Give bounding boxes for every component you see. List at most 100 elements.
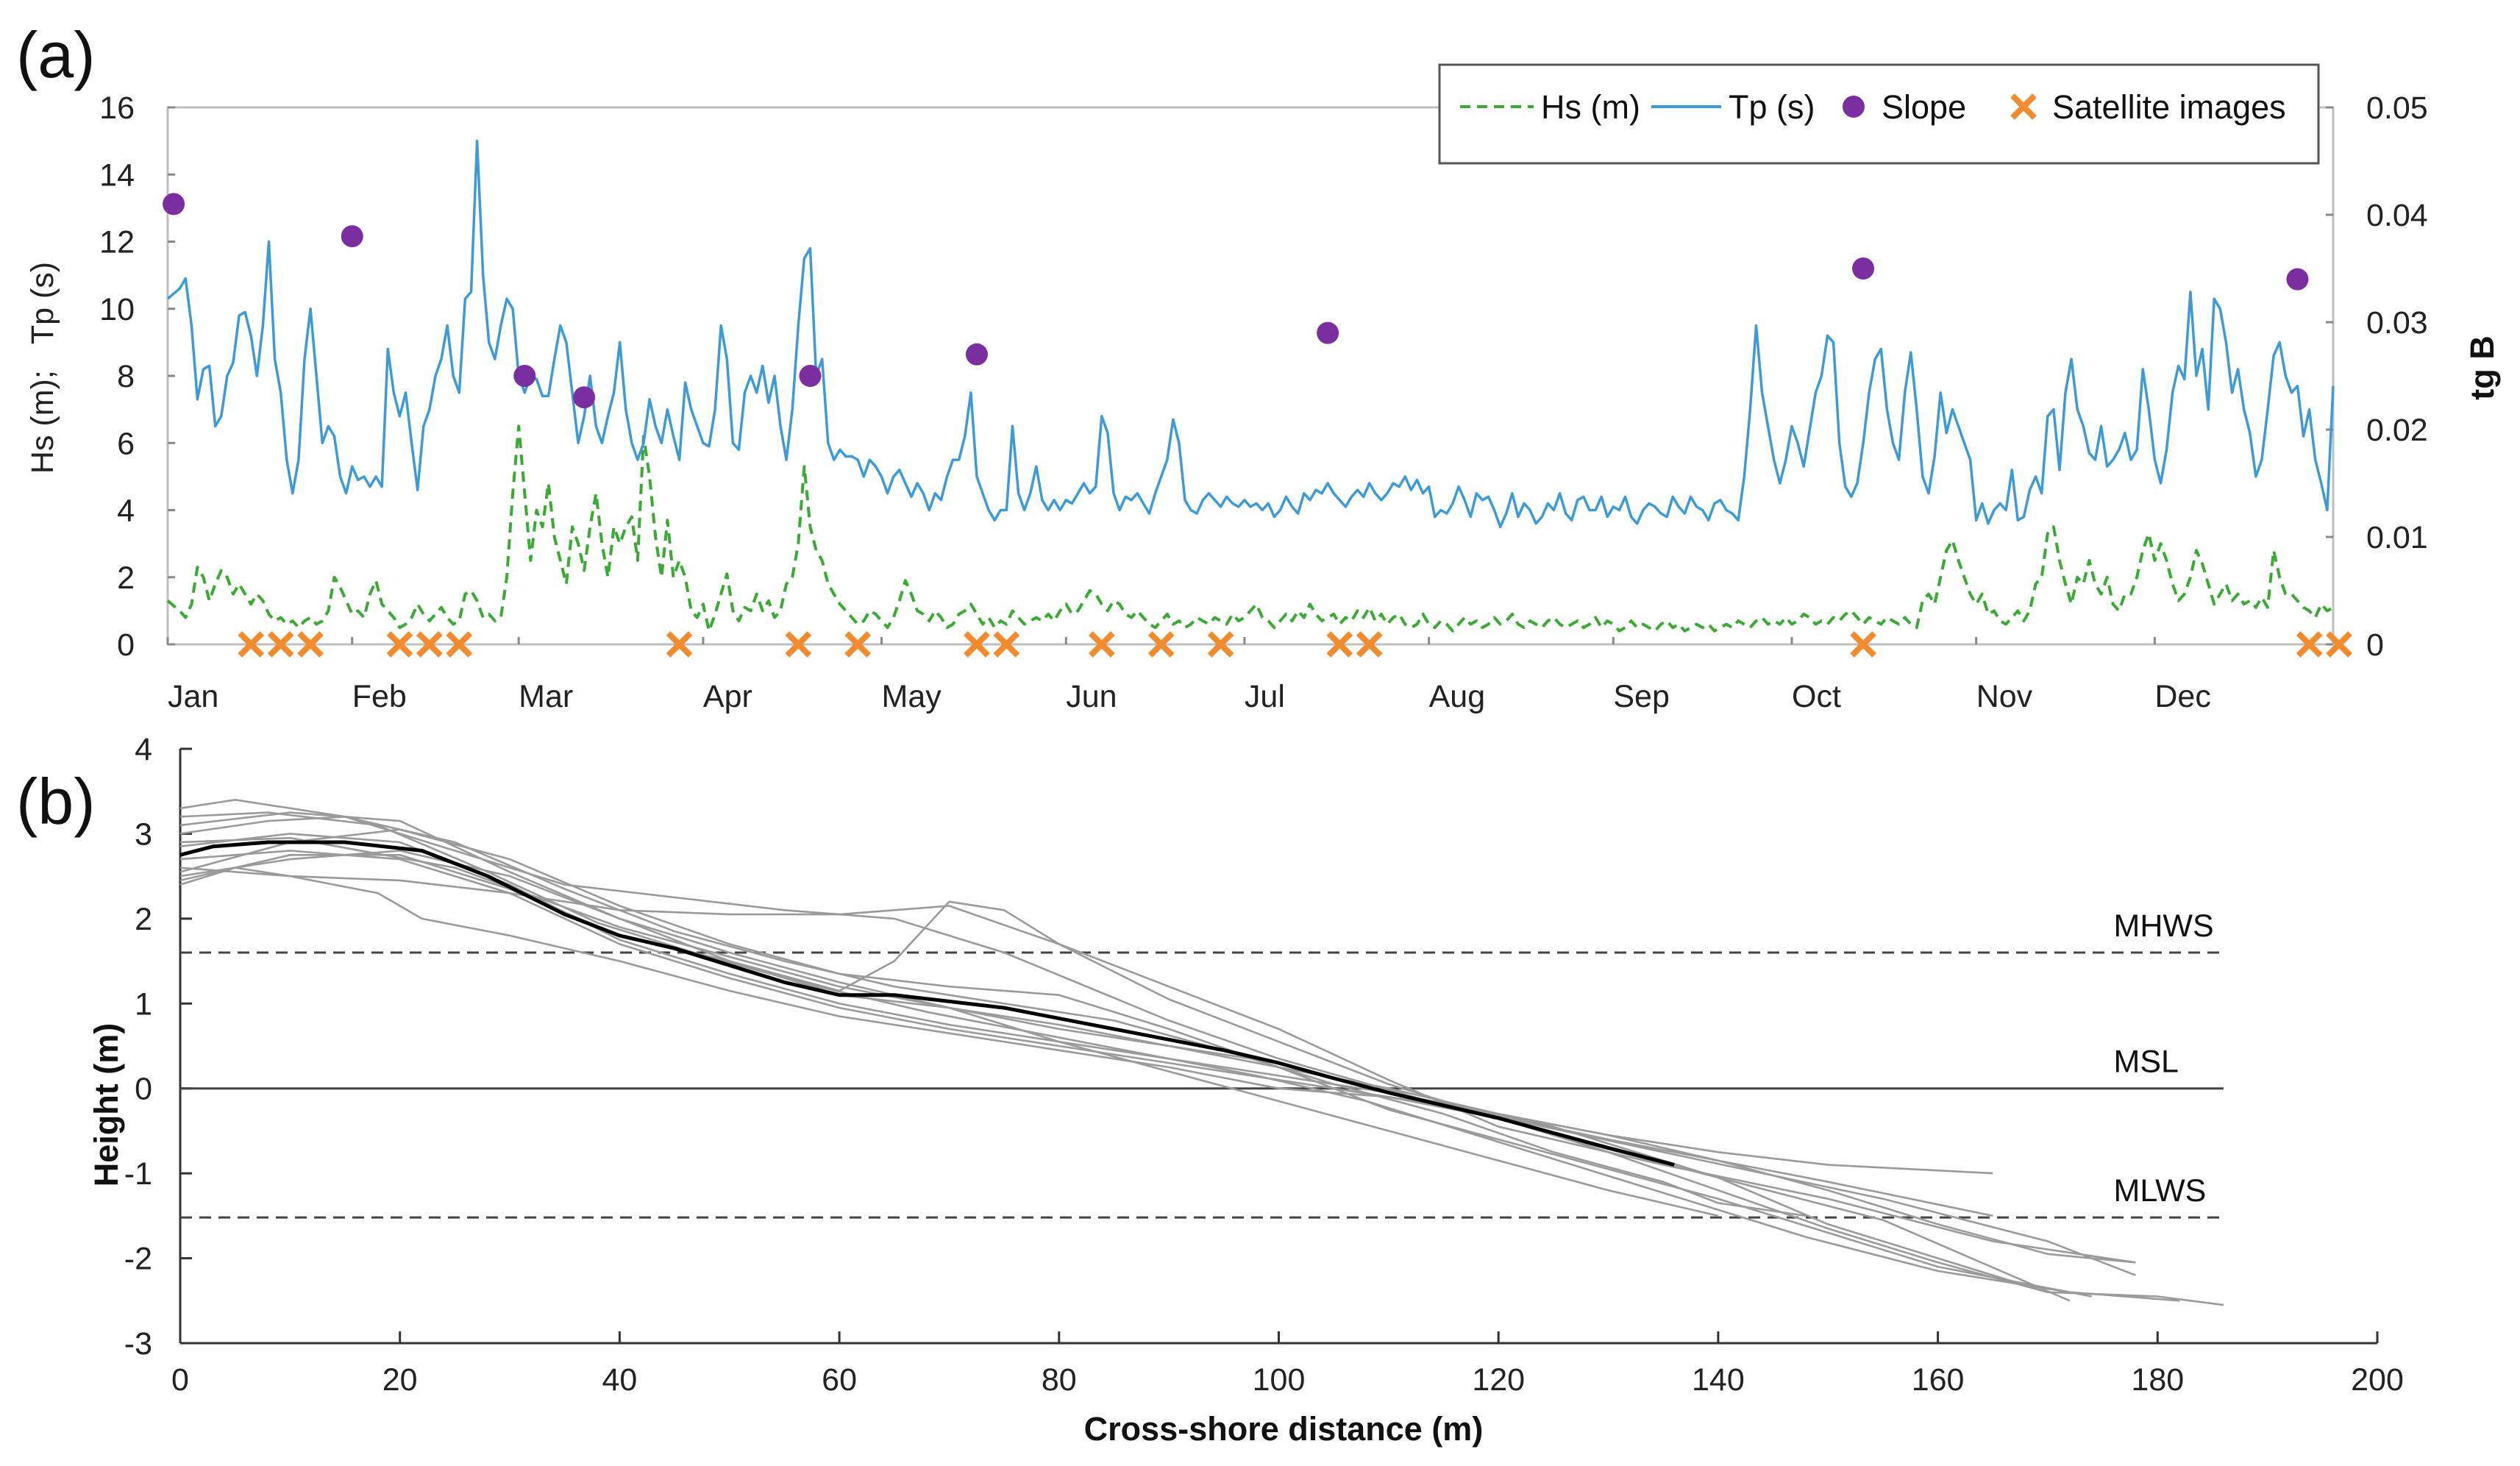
panel-a-x-axis: Jan Feb Mar Apr May Jun Jul Aug Sep Oct Nov Dec [166, 637, 2211, 714]
panel-a-left-tick-label: 2 [117, 561, 135, 596]
slope-point [1317, 321, 1339, 344]
panel-b-y-tick-label: 3 [135, 816, 152, 852]
profile-line [179, 828, 2092, 1298]
satellite-cross-stroke [964, 631, 990, 658]
satellite-cross-stroke [2326, 631, 2352, 658]
satellite-image-marker [2326, 631, 2352, 658]
profile-line [179, 811, 1719, 1217]
panel-b-y-tick-label: -2 [124, 1242, 152, 1277]
panel-a-right-tick-label: 0.02 [2366, 413, 2428, 448]
panel-a-legend: Hs (m) Tp (s) Slope Satellite images [1438, 63, 2320, 165]
reference-label-mhws: MHWS [2114, 908, 2214, 944]
panel-a-x-tick-label: Jun [1066, 679, 1117, 714]
satellite-cross-stroke [238, 631, 265, 658]
panel-a-right-axis: 0 0.01 0.02 0.03 0.04 0.05 [2326, 90, 2428, 663]
panel-a-plot-frame [166, 106, 2335, 646]
satellite-cross-stroke [1088, 631, 1115, 658]
panel-b-x-tick-label: 180 [2131, 1362, 2184, 1398]
panel-a-x-tick-label: May [882, 679, 942, 714]
legend-tp-label: Tp (s) [1729, 88, 1815, 126]
panel-b-reference-lines: MHWS MSL MLWS [180, 908, 2224, 1219]
panel-b-y-tick-label: 2 [135, 902, 152, 937]
profile-line [179, 850, 2049, 1293]
reference-label-mlws: MLWS [2114, 1173, 2207, 1209]
panel-a-x-tick-label: Apr [703, 679, 752, 714]
panel-a-left-tick-label: 8 [117, 359, 135, 394]
panel-b-x-tick-label: 120 [1472, 1362, 1525, 1398]
panel-a-left-tick-label: 0 [117, 627, 135, 663]
panel-a-x-tick-label: Mar [519, 679, 573, 714]
panel-b-x-tick-label: 20 [382, 1362, 418, 1398]
satellite-image-marker [666, 631, 693, 658]
slope-point [163, 193, 185, 216]
satellite-image-marker [844, 631, 872, 658]
panel-a-right-tick-label: 0.01 [2366, 520, 2428, 555]
legend-slope-swatch [1843, 96, 1865, 118]
profile-line [179, 854, 2071, 1302]
satellite-image-marker [446, 631, 473, 658]
reference-label-msl: MSL [2114, 1045, 2179, 1080]
satellite-image-marker [416, 631, 443, 658]
satellite-cross-stroke [666, 631, 693, 658]
panel-b-label: (b) [16, 765, 96, 838]
satellite-image-marker [785, 631, 812, 658]
satellite-image-marker [964, 631, 990, 658]
satellite-cross-stroke [785, 631, 812, 658]
panel-a-x-tick-label: Aug [1429, 679, 1486, 714]
panel-b-x-tick-label: 60 [822, 1362, 857, 1398]
satellite-cross-stroke [416, 631, 443, 658]
satellite-image-marker [1088, 631, 1115, 658]
panel-b-x-tick-label: 40 [602, 1362, 637, 1398]
satellite-cross-stroke [1356, 631, 1383, 658]
panel-a-right-tick-label: 0.05 [2366, 90, 2428, 126]
satellite-image-marker [1850, 631, 1876, 658]
panel-a-left-tick-label: 16 [99, 90, 135, 126]
panel-a-x-tick-label: Nov [1976, 679, 2033, 714]
satellite-image-marker [267, 631, 294, 658]
panel-b-x-tick-label: 160 [1912, 1362, 1965, 1398]
tp-series-line [166, 139, 2335, 529]
panel-b-profiles [179, 799, 2224, 1306]
panel-b-x-tick-label: 0 [171, 1362, 189, 1398]
legend-satellite-label: Satellite images [2052, 88, 2286, 126]
satellite-image-marker [238, 631, 265, 658]
satellite-cross-stroke [993, 631, 1020, 658]
panel-a-y-axis-title-left: Hs (m); Tp (s) [25, 262, 60, 474]
profile-line [179, 833, 2136, 1264]
hs-series-line [166, 424, 2334, 633]
panel-b-y-axis-title: Height (m) [88, 1023, 125, 1186]
panel-a-x-tick-label: Jan [168, 679, 218, 714]
satellite-image-marker [993, 631, 1020, 658]
satellite-image-marker [1147, 631, 1175, 658]
panel-a-x-tick-label: Sep [1613, 679, 1670, 714]
slope-point [1852, 257, 1875, 280]
panel-b-y-tick-label: 0 [135, 1072, 152, 1107]
panel-a-x-tick-label: Oct [1792, 679, 1841, 714]
satellite-cross-stroke [1850, 631, 1876, 658]
satellite-image-marker [2296, 631, 2323, 658]
panel-b-x-tick-label: 100 [1253, 1362, 1306, 1398]
panel-a-x-tick-label: Jul [1245, 679, 1285, 714]
satellite-image-marker [1356, 631, 1383, 658]
panel-a-left-tick-label: 4 [117, 494, 135, 529]
panel-b-x-axis-title: Cross-shore distance (m) [1084, 1410, 1484, 1448]
slope-point [513, 365, 536, 387]
panel-a-left-tick-label: 6 [117, 426, 135, 461]
panel-b-x-tick-label: 80 [1042, 1362, 1077, 1398]
mean-profile-line [179, 840, 1675, 1167]
slope-point [2286, 268, 2309, 291]
panel-b-mean-profile-group [179, 840, 1675, 1167]
panel-b-x-tick-label: 200 [2351, 1362, 2404, 1398]
profile-line [179, 836, 1993, 1217]
panel-a-right-tick-label: 0.03 [2366, 305, 2428, 341]
profile-line [179, 811, 2180, 1302]
profile-line [179, 867, 1993, 1175]
satellite-cross-stroke [1207, 631, 1234, 658]
satellite-cross-stroke [297, 631, 324, 658]
panel-b-x-tick-label: 140 [1692, 1362, 1745, 1398]
slope-point [799, 365, 822, 387]
profile-line [179, 850, 2224, 1306]
